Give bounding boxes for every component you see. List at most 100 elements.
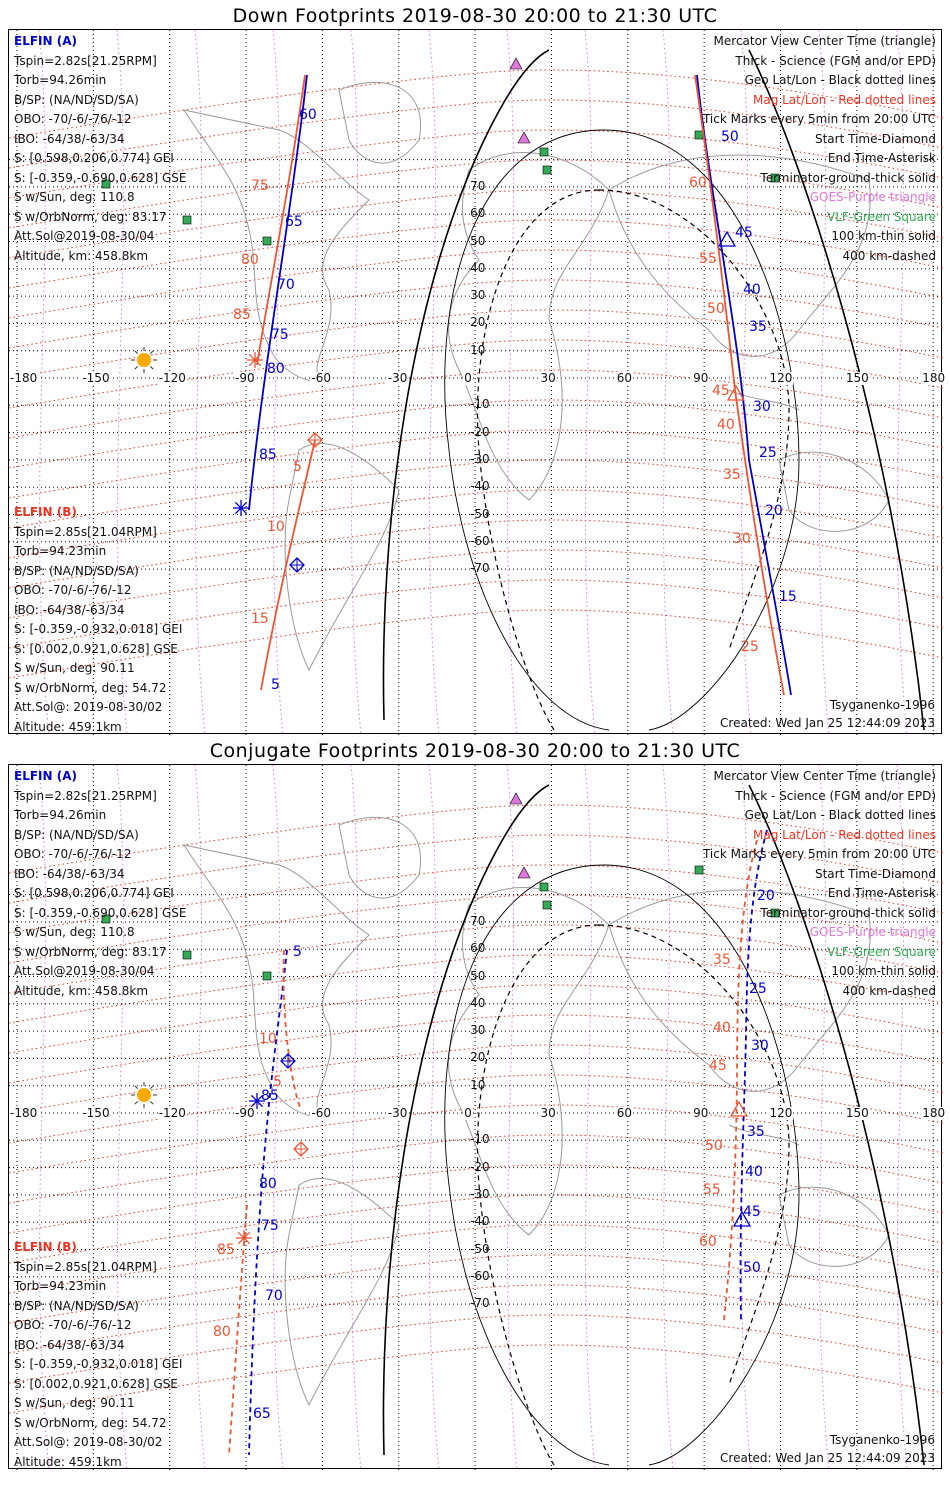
vlf-square-icon <box>182 215 192 225</box>
elfin-b-minute-label: 75 <box>251 178 269 194</box>
lon-tick-label: 90 <box>692 1106 710 1120</box>
lon-tick-label: 0 <box>463 1106 473 1120</box>
elfin-b-minute-label: 60 <box>689 175 707 191</box>
elfin-a-minute-label: 30 <box>753 399 771 415</box>
mag-lon-line <box>350 765 362 1470</box>
elfin-a-minute-label: 70 <box>265 1288 283 1304</box>
elfin-b-minute-label: 15 <box>251 611 269 627</box>
lon-tick-label: -120 <box>157 371 187 385</box>
terminator-east <box>748 49 925 731</box>
elfin-b-minute-label: 85 <box>217 1242 235 1258</box>
mag-lat-line <box>9 894 943 964</box>
elfin-b-track-left <box>228 949 302 1456</box>
mag-lat-line <box>9 339 943 409</box>
elfin-b-info-line: B/SP: (NA/ND/SD/SA) <box>14 563 139 578</box>
lon-tick-label: -30 <box>386 1106 409 1120</box>
lat-tick-label: 50 <box>470 968 486 983</box>
elfin-a-info-line: Torb=94.26min <box>14 808 107 822</box>
center-time-triangle-icon <box>726 384 746 401</box>
elfin-b-info-block: ELFIN (B) Tspin=2.85s[21.04RPM] Torb=94.23… <box>14 503 182 737</box>
vlf-square-icon <box>542 900 552 910</box>
sun-icon <box>131 347 157 373</box>
goes-triangle-icon <box>509 792 523 805</box>
elfin-b-minute-label: 80 <box>241 252 259 268</box>
end-asterisk-icon <box>236 1230 252 1246</box>
lat-tick-label: -50 <box>470 1241 490 1256</box>
elfin-a-info-line: Tspin=2.82s[21.25RPM] <box>14 53 157 68</box>
legend-item: Tick Marks every 5min from 20:00 UTC <box>702 112 936 126</box>
end-asterisk-icon <box>249 1093 265 1109</box>
created-timestamp: Created: Wed Jan 25 12:44:09 2023 <box>720 1451 935 1465</box>
elfin-a-info-line: Altitude, km: 458.8km <box>14 983 149 998</box>
legend-item: Mag Lat/Lon - Red dotted lines <box>752 827 936 842</box>
mag-lon-line <box>272 30 284 735</box>
mag-lat-line <box>9 924 943 994</box>
elfin-a-track-right <box>696 74 792 696</box>
lat-tick-label: 20 <box>470 1050 486 1065</box>
mag-lat-line <box>9 984 943 1054</box>
elfin-b-info-line: Tspin=2.85s[21.04RPM] <box>14 1259 157 1274</box>
elfin-b-minute-label: 35 <box>723 467 741 483</box>
elfin-b-info-line: S w/OrbNorm, deg: 54.72 <box>14 1415 167 1430</box>
elfin-a-minute-label: 85 <box>261 1088 279 1104</box>
lat-tick-label: -40 <box>470 1214 490 1229</box>
elfin-a-info-line: S: [0.598,0.206,0.774] GEI <box>14 151 174 165</box>
legend: Mercator View Center Time (triangle) Thic… <box>703 32 936 266</box>
lat-tick-label: -20 <box>470 424 490 439</box>
elfin-b-minute-label: 5 <box>293 459 302 475</box>
mag-lat-line <box>9 1284 943 1354</box>
elfin-a-info-line: S w/OrbNorm, deg: 83.17 <box>14 209 167 224</box>
elfin-a-minute-label: 20 <box>765 503 783 519</box>
goes-triangle-icon <box>517 131 531 144</box>
elfin-b-info-line: S w/OrbNorm, deg: 54.72 <box>14 680 167 695</box>
lat-tick-label: 40 <box>470 260 486 275</box>
elfin-b-minute-label: 10 <box>259 1031 277 1047</box>
center-time-triangle-icon <box>732 1210 752 1227</box>
lon-tick-label: -60 <box>310 1106 332 1120</box>
lon-tick-label: -90 <box>234 371 256 385</box>
elfin-b-info-line: OBO: -70/-6/-76/-12 <box>14 1318 132 1332</box>
lat-tick-label: 20 <box>470 315 486 330</box>
mag-lat-line <box>9 399 943 469</box>
vlf-square-icon <box>101 179 111 189</box>
lat-tick-label: 50 <box>470 233 486 248</box>
elfin-a-minute-label: 45 <box>735 225 753 241</box>
elfin-a-info-line: S w/OrbNorm, deg: 83.17 <box>14 944 167 959</box>
legend-item: VLF-Green Square <box>827 944 936 959</box>
lon-tick-label: 120 <box>768 371 794 385</box>
elfin-b-minute-label: 40 <box>713 1020 731 1036</box>
mag-lat-line <box>9 189 943 259</box>
center-time-triangle-icon <box>717 230 737 247</box>
elfin-a-info-line: Att.Sol@2019-08-30/04 <box>14 229 155 243</box>
legend-item: 400 km-dashed <box>842 983 936 998</box>
lon-tick-label: -120 <box>157 1106 187 1120</box>
elfin-a-minute-label: 70 <box>277 277 295 293</box>
elfin-b-info-line: Altitude: 459.1km <box>14 719 122 734</box>
elfin-a-info-line: B/SP: (NA/ND/SD/SA) <box>14 827 139 842</box>
lon-tick-label: -150 <box>81 1106 111 1120</box>
lon-tick-label: 60 <box>615 371 634 385</box>
elfin-a-minute-label: 50 <box>743 1260 761 1276</box>
mag-lat-line <box>9 804 943 874</box>
lat-tick-label: -20 <box>470 1159 490 1174</box>
map-down-footprints: -180 -150 -120 -90 -60 -30 0 30 60 90 120 150 180 70 6… <box>8 29 947 737</box>
mag-lon-line <box>506 765 518 1470</box>
lon-tick-label: -180 <box>9 371 39 385</box>
elfin-b-info-line: Att.Sol@: 2019-08-30/02 <box>14 700 163 714</box>
mag-lat-line <box>9 954 943 1024</box>
mag-lon-line <box>662 30 674 735</box>
elfin-b-minute-label: 45 <box>709 1058 727 1074</box>
terminator-100km <box>444 864 800 1466</box>
mag-lon-line <box>584 30 596 735</box>
map-conjugate-footprints: -180 -150 -120 -90 -60 -30 0 30 60 90 120 150 180 70 6… <box>8 764 947 1470</box>
elfin-a-info-line: S w/Sun, deg: 110.8 <box>14 925 135 939</box>
elfin-b-minute-label: 35 <box>713 952 731 968</box>
lat-tick-label: -60 <box>470 533 490 548</box>
model-label: Tsyganenko-1996 <box>829 698 935 712</box>
vlf-square-icon <box>770 908 780 918</box>
lat-tick-label: -60 <box>470 1268 490 1283</box>
mag-lat-line <box>9 519 943 589</box>
vlf-square-icon <box>262 971 272 981</box>
elfin-a-minute-label: 35 <box>747 1124 765 1140</box>
legend-item: Geo Lat/Lon - Black dotted lines <box>744 73 936 87</box>
